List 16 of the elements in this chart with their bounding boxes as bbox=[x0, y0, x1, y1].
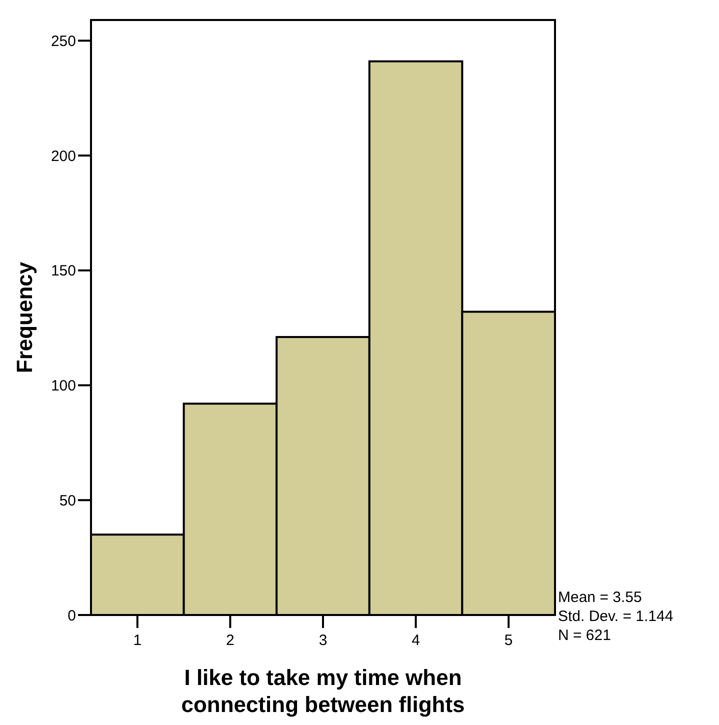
y-tick-label: 150 bbox=[50, 262, 76, 280]
x-axis-title: I like to take my time when connecting between flights bbox=[181, 665, 465, 717]
text: N = 621 bbox=[558, 627, 611, 644]
y-axis-title: Frequency bbox=[12, 261, 37, 374]
y-tick-label: 250 bbox=[50, 32, 76, 50]
y-tick-label: 200 bbox=[50, 148, 76, 165]
x-tick-label: 2 bbox=[226, 632, 234, 649]
y-tick-label: 50 bbox=[59, 492, 76, 510]
x-tick-label: 4 bbox=[412, 632, 420, 649]
x-tick-label: 5 bbox=[504, 632, 513, 649]
x-tick-label: 3 bbox=[318, 632, 328, 649]
x-tick-label: 1 bbox=[133, 632, 142, 649]
text: Std. Dev. = 1.144 bbox=[558, 608, 674, 625]
text: Mean = 3.55 bbox=[558, 589, 642, 606]
y-tick-label: 100 bbox=[50, 378, 76, 395]
y-tick-label: 0 bbox=[68, 607, 76, 624]
